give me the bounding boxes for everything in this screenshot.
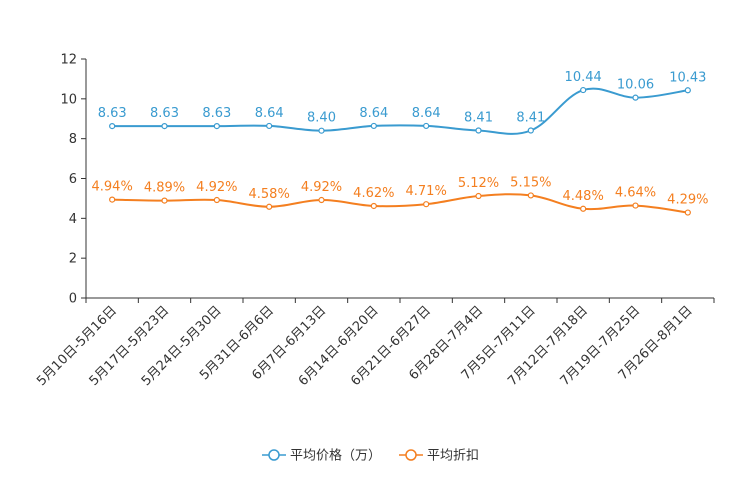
data-point (684, 209, 691, 216)
y-tick-label: 4 (69, 212, 77, 227)
data-label: 8.63 (98, 106, 127, 121)
legend-marker-icon (268, 449, 280, 461)
data-label: 4.48% (563, 189, 604, 204)
legend: 平均价格（万） 平均折扣 (262, 448, 479, 464)
data-label: 4.62% (353, 186, 394, 201)
data-point (109, 196, 116, 203)
data-point (370, 202, 377, 210)
y-tick-label: 12 (60, 53, 77, 68)
data-label: 8.40 (307, 111, 336, 126)
data-label: 8.64 (255, 106, 284, 121)
data-label: 4.94% (92, 180, 133, 195)
data-label: 8.64 (359, 106, 388, 121)
data-label: 5.12% (458, 176, 499, 191)
data-label: 8.63 (202, 106, 231, 121)
legend-item-2: 平均折扣 (399, 449, 479, 464)
data-point (423, 122, 430, 130)
y-tick-label: 8 (69, 132, 77, 147)
data-label: 8.64 (412, 106, 441, 121)
data-label: 4.92% (196, 180, 237, 195)
series-1: 8.63 8.63 8.63 8.64 8.40 8.64 8.64 8.41 8.41 10.4… (98, 70, 706, 135)
data-point (266, 203, 273, 210)
data-label: 8.63 (150, 106, 179, 121)
series-line (112, 87, 688, 135)
y-tick-label: 10 (60, 92, 77, 107)
data-point (266, 122, 273, 130)
data-point (318, 196, 325, 204)
y-tick-label: 0 (69, 292, 77, 307)
data-label: 4.89% (144, 181, 185, 196)
data-point (527, 192, 534, 199)
data-point (632, 202, 639, 209)
data-point (423, 201, 430, 208)
data-label: 10.44 (565, 70, 602, 85)
y-tick-label: 2 (69, 252, 77, 267)
data-point (161, 197, 168, 204)
data-point (109, 123, 116, 130)
data-point (475, 127, 482, 134)
data-label: 8.41 (516, 111, 545, 126)
data-label: 5.15% (510, 175, 551, 190)
y-tick-label: 6 (69, 172, 77, 187)
data-point (527, 127, 534, 134)
data-label: 10.06 (617, 78, 654, 93)
series-layer: 8.63 8.63 8.63 8.64 8.40 8.64 8.64 8.41 8.41 10.4… (92, 70, 708, 216)
data-label: 4.71% (406, 184, 447, 199)
data-point (213, 196, 220, 204)
series-2: 4.94% 4.89% 4.92% 4.58% 4.92% 4.62% 4.71% 5.12%… (92, 175, 708, 216)
data-point (580, 86, 587, 94)
data-label: 4.29% (667, 193, 708, 208)
data-point (632, 94, 639, 101)
data-label: 4.58% (249, 187, 290, 202)
data-label: 10.43 (669, 70, 706, 85)
data-point (161, 123, 168, 130)
data-label: 8.41 (464, 111, 493, 126)
data-label: 4.92% (301, 180, 342, 195)
legend-label: 平均价格（万） (290, 448, 381, 464)
data-point (475, 192, 482, 200)
data-label: 4.64% (615, 186, 656, 201)
data-point (580, 205, 587, 212)
legend-item-1: 平均价格（万） (262, 448, 381, 464)
data-point (684, 87, 691, 94)
legend-label: 平均折扣 (427, 449, 479, 464)
axes: 0246810125月10日-5月16日5月17日-5月23日5月24日-5月3… (34, 53, 715, 389)
legend-marker-icon (405, 449, 417, 461)
data-point (318, 127, 325, 134)
series-line (112, 193, 688, 214)
data-point (213, 123, 220, 130)
data-point (370, 122, 377, 130)
